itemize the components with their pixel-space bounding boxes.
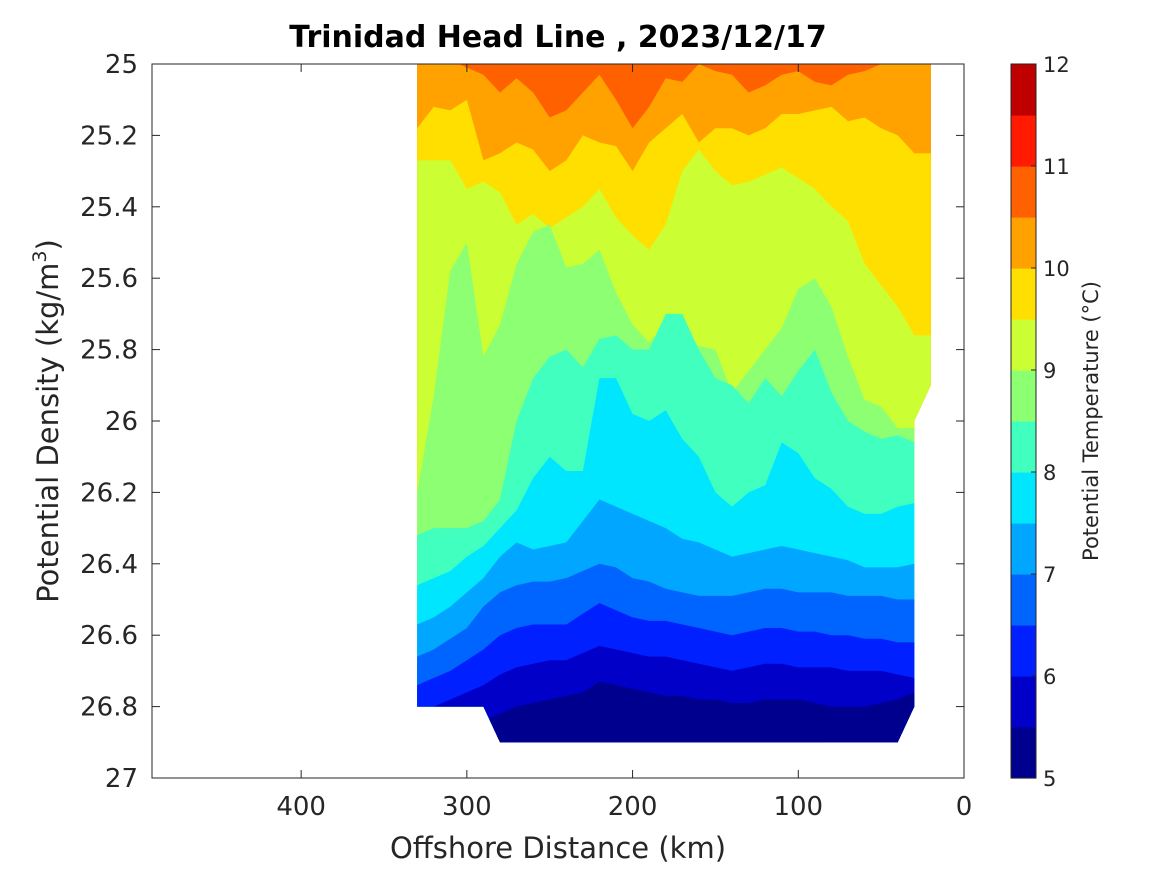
x-axis: 400 300 200 100 0 bbox=[276, 64, 972, 822]
colorbar-tick-label: 5 bbox=[1043, 767, 1056, 791]
colorbar-swatch-5 bbox=[1011, 727, 1036, 779]
colorbar-label: Potential Temperature (°C) bbox=[1079, 281, 1103, 561]
colorbar bbox=[1011, 64, 1036, 779]
y-tick-label: 27 bbox=[105, 764, 138, 794]
colorbar-tick-label: 10 bbox=[1043, 257, 1070, 281]
chart-title: Trinidad Head Line , 2023/12/17 bbox=[289, 20, 826, 55]
colorbar-swatch-11 bbox=[1011, 115, 1036, 167]
x-tick-label: 100 bbox=[773, 792, 823, 822]
colorbar-tick-label: 12 bbox=[1043, 53, 1070, 77]
colorbar-swatch-6 bbox=[1011, 625, 1036, 677]
colorbar-swatch-11.5 bbox=[1011, 64, 1036, 116]
colorbar-swatch-10.5 bbox=[1011, 166, 1036, 218]
colorbar-ticks: 5 6 7 8 9 10 11 12 bbox=[1031, 53, 1070, 791]
y-tick-label: 25.6 bbox=[80, 264, 138, 294]
colorbar-swatch-10 bbox=[1011, 217, 1036, 269]
y-tick-label: 25.4 bbox=[80, 193, 138, 223]
x-tick-label: 300 bbox=[442, 792, 492, 822]
colorbar-swatch-7.5 bbox=[1011, 472, 1036, 524]
colorbar-tick-label: 8 bbox=[1043, 461, 1056, 485]
y-tick-label: 26.2 bbox=[80, 478, 138, 508]
y-axis: 25 25.2 25.4 25.6 25.8 26 26.2 26.4 26.6 26.8 27 bbox=[80, 50, 964, 794]
y-tick-label: 26.4 bbox=[80, 550, 138, 580]
contour-band-5.25 bbox=[417, 681, 931, 743]
x-tick-label: 400 bbox=[276, 792, 326, 822]
colorbar-tick-label: 11 bbox=[1043, 155, 1070, 179]
y-axis-label: Potential Density (kg/m3) bbox=[29, 239, 65, 603]
x-tick-label: 0 bbox=[956, 792, 973, 822]
colorbar-swatch-7 bbox=[1011, 523, 1036, 575]
y-tick-label: 26.6 bbox=[80, 621, 138, 651]
x-tick-label: 200 bbox=[608, 792, 658, 822]
y-tick-label: 25 bbox=[105, 50, 138, 80]
y-tick-label: 25.8 bbox=[80, 336, 138, 366]
contour-band-5.75 bbox=[417, 645, 931, 743]
colorbar-swatch-8.5 bbox=[1011, 370, 1036, 422]
colorbar-swatch-6.5 bbox=[1011, 574, 1036, 626]
y-tick-label: 26 bbox=[105, 407, 138, 437]
colorbar-swatch-8 bbox=[1011, 421, 1036, 473]
y-tick-label: 26.8 bbox=[80, 693, 138, 723]
colorbar-swatch-9.5 bbox=[1011, 268, 1036, 320]
colorbar-tick-label: 7 bbox=[1043, 563, 1056, 587]
colorbar-frame bbox=[1010, 63, 1037, 779]
contour-fills bbox=[417, 64, 931, 743]
colorbar-tick-label: 6 bbox=[1043, 665, 1056, 689]
colorbar-swatch-5.5 bbox=[1011, 676, 1036, 728]
y-tick-label: 25.2 bbox=[80, 121, 138, 151]
colorbar-tick-label: 9 bbox=[1043, 359, 1056, 383]
colorbar-swatch-9 bbox=[1011, 319, 1036, 371]
x-axis-label: Offshore Distance (km) bbox=[390, 831, 726, 865]
